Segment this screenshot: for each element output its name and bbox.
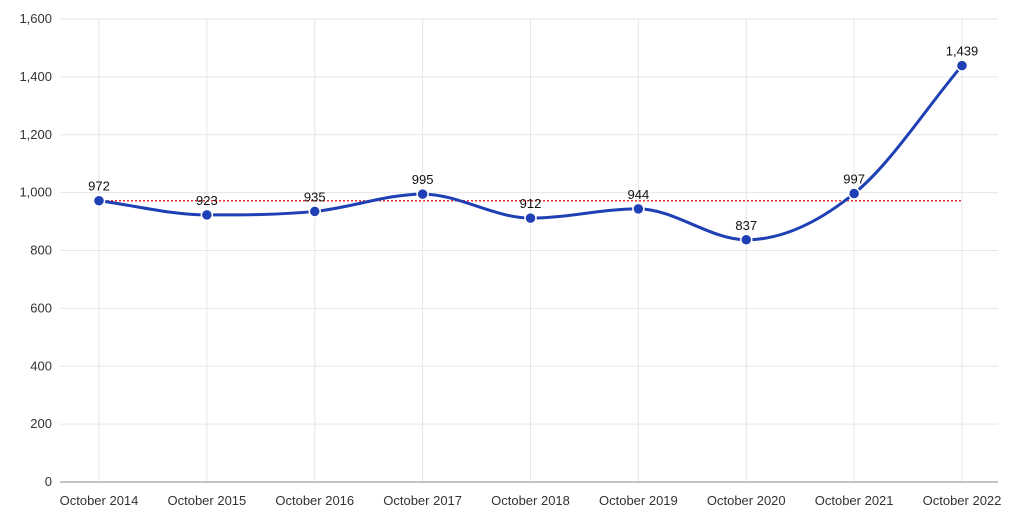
y-tick-label: 600 xyxy=(30,300,52,315)
x-tick-label: October 2020 xyxy=(707,493,786,508)
data-point xyxy=(847,187,861,200)
data-label: 972 xyxy=(88,179,110,194)
y-tick-label: 1,600 xyxy=(19,11,52,26)
data-label: 997 xyxy=(843,171,865,186)
x-tick-label: October 2021 xyxy=(815,493,894,508)
x-tick-label: October 2018 xyxy=(491,493,570,508)
data-label: 837 xyxy=(735,218,757,233)
data-point xyxy=(632,202,645,216)
y-tick-label: 400 xyxy=(30,358,52,373)
data-label: 944 xyxy=(628,187,650,202)
data-point xyxy=(200,208,214,222)
x-tick-label: October 2014 xyxy=(60,493,139,508)
y-tick-label: 1,400 xyxy=(19,69,52,84)
data-label: 912 xyxy=(520,196,542,211)
data-point xyxy=(955,59,969,72)
x-tick-label: October 2017 xyxy=(383,493,462,508)
data-point xyxy=(416,187,429,201)
grid xyxy=(60,18,998,482)
data-point xyxy=(308,205,321,218)
y-tick-label: 200 xyxy=(30,416,52,431)
data-label: 995 xyxy=(412,172,434,187)
data-label: 1,439 xyxy=(946,44,979,59)
y-tick-label: 800 xyxy=(30,243,52,258)
y-tick-label: 0 xyxy=(45,474,52,489)
y-axis-tick-labels: 0 200 400 600 800 1,000 1,200 1,400 1,600 xyxy=(19,11,52,489)
x-tick-label: October 2016 xyxy=(275,493,354,508)
x-tick-label: October 2022 xyxy=(923,493,1002,508)
x-axis-tick-labels: October 2014 October 2015 October 2016 Octo… xyxy=(60,493,1002,508)
x-tick-label: October 2019 xyxy=(599,493,678,508)
data-label: 935 xyxy=(304,189,326,204)
data-point xyxy=(740,233,753,247)
y-tick-label: 1,000 xyxy=(19,185,52,200)
x-tick-label: October 2015 xyxy=(167,493,246,508)
data-points xyxy=(92,59,969,247)
data-point xyxy=(92,194,106,207)
data-label: 923 xyxy=(196,193,218,208)
data-labels: 972 923 935 995 912 944 837 997 1,439 xyxy=(88,44,978,233)
data-point xyxy=(524,211,537,225)
y-tick-label: 1,200 xyxy=(19,127,52,142)
